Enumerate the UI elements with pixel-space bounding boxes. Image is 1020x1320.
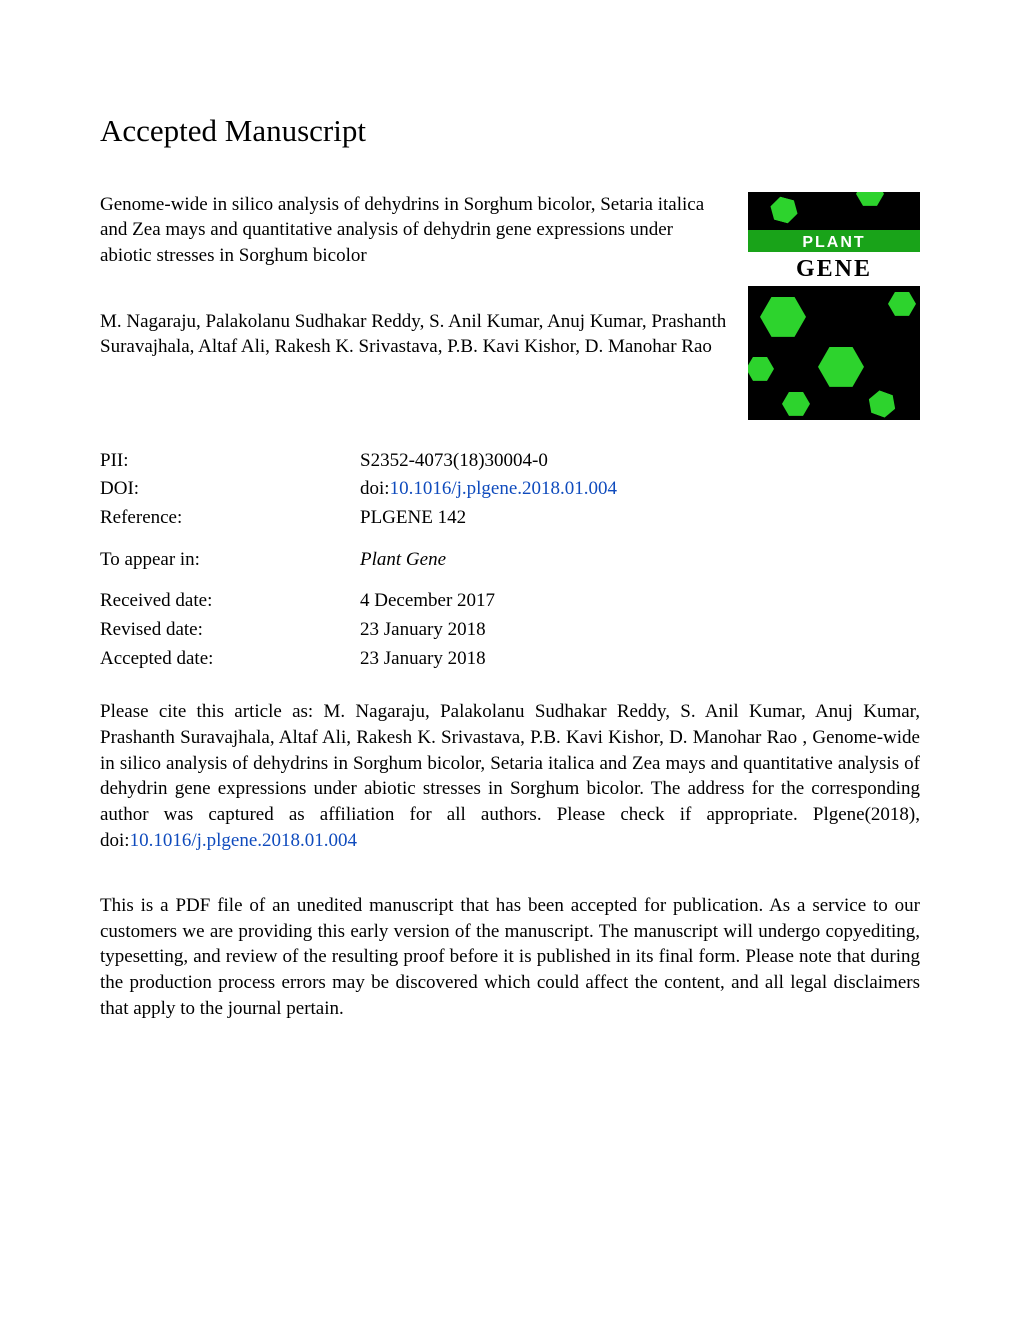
left-column: Genome-wide in silico analysis of dehydr… [100, 192, 728, 420]
meta-value: Plant Gene [360, 547, 920, 573]
top-section: Genome-wide in silico analysis of dehydr… [100, 192, 920, 420]
meta-label: Revised date: [100, 617, 360, 643]
doi-prefix: doi: [360, 478, 390, 499]
hex-icon [856, 192, 884, 206]
metadata-table: PII: S2352-4073(18)30004-0 DOI: doi:10.1… [100, 448, 920, 671]
meta-row-pii: PII: S2352-4073(18)30004-0 [100, 448, 920, 474]
hex-icon [782, 392, 810, 416]
meta-row-received: Received date: 4 December 2017 [100, 588, 920, 614]
meta-label: PII: [100, 448, 360, 474]
meta-label: Accepted date: [100, 646, 360, 672]
disclaimer-text: This is a PDF file of an unedited manusc… [100, 893, 920, 1021]
hex-icon [888, 292, 916, 316]
hex-icon [767, 195, 800, 225]
hex-icon [818, 347, 864, 387]
meta-value: 4 December 2017 [360, 588, 920, 614]
meta-value: PLGENE 142 [360, 505, 920, 531]
citation-body: Please cite this article as: M. Nagaraju… [100, 701, 920, 850]
meta-row-doi: DOI: doi:10.1016/j.plgene.2018.01.004 [100, 476, 920, 502]
page-heading: Accepted Manuscript [100, 110, 920, 152]
hex-icon [760, 297, 806, 337]
meta-row-accepted: Accepted date: 23 January 2018 [100, 646, 920, 672]
meta-row-reference: Reference: PLGENE 142 [100, 505, 920, 531]
article-title: Genome-wide in silico analysis of dehydr… [100, 192, 728, 269]
meta-value: S2352-4073(18)30004-0 [360, 448, 920, 474]
citation-text: Please cite this article as: M. Nagaraju… [100, 699, 920, 853]
meta-value: doi:10.1016/j.plgene.2018.01.004 [360, 476, 920, 502]
meta-label: Reference: [100, 505, 360, 531]
doi-link[interactable]: 10.1016/j.plgene.2018.01.004 [390, 478, 617, 499]
meta-row-appear: To appear in: Plant Gene [100, 547, 920, 573]
meta-value: 23 January 2018 [360, 617, 920, 643]
cover-gene-label: GENE [748, 252, 920, 286]
article-authors: M. Nagaraju, Palakolanu Sudhakar Reddy, … [100, 309, 728, 360]
meta-value: 23 January 2018 [360, 646, 920, 672]
journal-cover: PLANT GENE [748, 192, 920, 420]
meta-label: To appear in: [100, 547, 360, 573]
hex-icon [748, 357, 774, 381]
meta-label: DOI: [100, 476, 360, 502]
meta-row-revised: Revised date: 23 January 2018 [100, 617, 920, 643]
hex-icon [865, 388, 900, 420]
meta-label: Received date: [100, 588, 360, 614]
citation-doi-link[interactable]: 10.1016/j.plgene.2018.01.004 [130, 830, 357, 851]
